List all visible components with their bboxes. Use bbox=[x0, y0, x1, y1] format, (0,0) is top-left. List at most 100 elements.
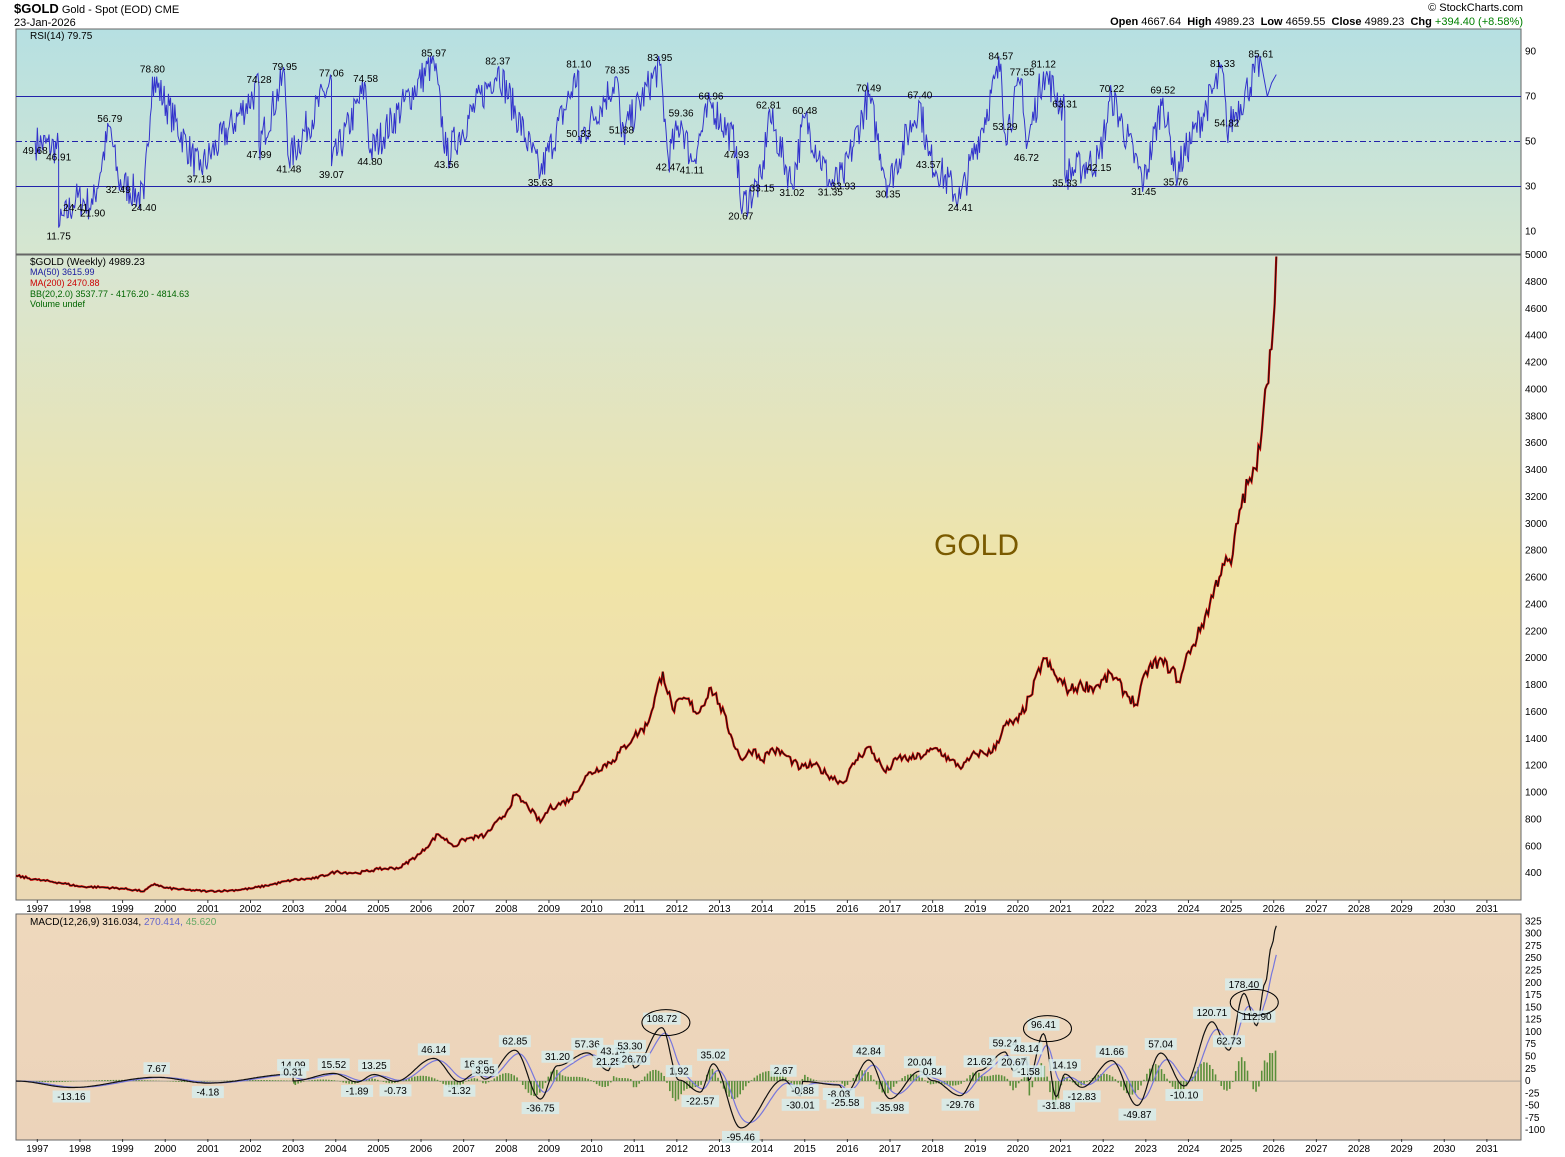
macd-histogram-bar bbox=[739, 1081, 742, 1095]
macd-label-bg bbox=[191, 1086, 224, 1099]
macd-histogram-bar bbox=[827, 1081, 829, 1082]
x-tick-label: 2014 bbox=[751, 1144, 774, 1155]
macd-histogram-bar bbox=[64, 1081, 66, 1082]
macd-histogram-bar bbox=[1003, 1076, 1006, 1082]
rsi-peak-label: 53.29 bbox=[993, 122, 1018, 133]
price-tick-label: 4800 bbox=[1525, 277, 1548, 288]
macd-histogram-bar bbox=[178, 1081, 180, 1082]
x-tick-label: 2007 bbox=[453, 1144, 476, 1155]
macd-histogram-bar bbox=[1231, 1081, 1234, 1083]
macd-tick-label: 300 bbox=[1525, 929, 1542, 940]
macd-histogram-bar bbox=[1114, 1079, 1117, 1082]
macd-histogram-bar bbox=[575, 1076, 578, 1082]
macd-histogram-bar bbox=[249, 1080, 251, 1082]
macd-histogram-bar bbox=[138, 1080, 140, 1082]
macd-histogram-bar bbox=[1017, 1081, 1020, 1084]
macd-peak-label: -12.83 bbox=[1068, 1092, 1097, 1103]
macd-label-bg bbox=[697, 1048, 730, 1061]
macd-histogram-bar bbox=[476, 1078, 479, 1082]
macd-histogram-bar bbox=[263, 1080, 265, 1082]
price-line bbox=[15, 256, 1277, 893]
macd-peak-label: -1.89 bbox=[346, 1086, 369, 1097]
macd-label-bg bbox=[852, 1044, 885, 1057]
macd-panel-bg bbox=[15, 913, 1522, 1141]
macd-histogram-bar bbox=[767, 1071, 770, 1082]
macd-label-bg bbox=[871, 1101, 909, 1114]
macd-histogram-bar bbox=[980, 1075, 983, 1082]
macd-peak-label: -36.75 bbox=[526, 1104, 555, 1115]
macd-histogram-bar bbox=[311, 1080, 313, 1082]
macd-histogram-bar bbox=[601, 1081, 604, 1087]
macd-histogram-bar bbox=[657, 1070, 660, 1082]
instrument-name: Gold - Spot (EOD) bbox=[61, 4, 152, 16]
x-tick-label: 1998 bbox=[69, 1144, 92, 1155]
x-tick-label: 2023 bbox=[1135, 1144, 1158, 1155]
macd-histogram-bar bbox=[747, 1081, 750, 1084]
macd-label-bg bbox=[1193, 1006, 1231, 1019]
macd-histogram-bar bbox=[660, 1072, 663, 1082]
macd-histogram-bar bbox=[1054, 1081, 1057, 1107]
macd-histogram-bar bbox=[607, 1081, 609, 1087]
macd-histogram-bar bbox=[1211, 1068, 1214, 1082]
macd-histogram-bar bbox=[867, 1072, 869, 1082]
x-tick-label: 1998 bbox=[69, 904, 92, 915]
price-tick-label: 3600 bbox=[1525, 438, 1548, 449]
chg-label: Chg bbox=[1410, 16, 1432, 28]
macd-histogram-bar bbox=[830, 1081, 832, 1082]
macd-label-bg bbox=[471, 1064, 499, 1077]
macd-histogram-bar bbox=[92, 1080, 95, 1082]
legend-price: $GOLD (Weekly) 4989.23 bbox=[30, 257, 145, 268]
macd-label-bg bbox=[521, 1102, 560, 1115]
macd-peak-label: 13.25 bbox=[362, 1061, 387, 1072]
brand-label[interactable]: © StockCharts.com bbox=[1428, 2, 1523, 14]
x-tick-label: 2013 bbox=[708, 904, 731, 915]
macd-histogram-bar bbox=[627, 1078, 629, 1082]
macd-histogram-bar bbox=[316, 1079, 319, 1082]
macd-histogram-bar bbox=[41, 1081, 44, 1083]
macd-histogram-bar bbox=[733, 1081, 736, 1099]
macd-histogram-bar bbox=[448, 1081, 450, 1088]
rsi-tick-label: 70 bbox=[1525, 92, 1537, 103]
x-tick-label: 2016 bbox=[836, 1144, 859, 1155]
chart-header-left: $GOLD Gold - Spot (EOD) CME 23-Jan-2026 bbox=[14, 2, 179, 30]
macd-histogram-bar bbox=[1182, 1081, 1185, 1090]
macd-histogram-bar bbox=[1103, 1073, 1105, 1082]
macd-histogram-bar bbox=[995, 1074, 997, 1082]
macd-tick-label: 250 bbox=[1525, 953, 1542, 964]
macd-histogram-bar bbox=[1071, 1081, 1074, 1083]
rsi-peak-label: 47.99 bbox=[247, 150, 272, 161]
macd-label-bg bbox=[786, 1084, 819, 1097]
x-tick-label: 2003 bbox=[282, 1144, 305, 1155]
macd-label-bg bbox=[52, 1090, 91, 1103]
macd-histogram-bar bbox=[1106, 1074, 1108, 1082]
close-value: 4989.23 bbox=[1364, 16, 1405, 28]
macd-label-bg bbox=[1095, 1045, 1128, 1058]
chart-date: 23-Jan-2026 bbox=[14, 17, 76, 29]
macd-histogram-bar bbox=[325, 1079, 327, 1082]
macd-histogram-bar bbox=[1125, 1081, 1128, 1094]
macd-histogram-bar bbox=[183, 1081, 186, 1083]
macd-histogram-bar bbox=[52, 1081, 55, 1083]
macd-peak-label: 3.95 bbox=[475, 1066, 495, 1077]
macd-histogram-bar bbox=[756, 1075, 759, 1082]
x-tick-label: 2025 bbox=[1220, 1144, 1243, 1155]
macd-histogram-bar bbox=[849, 1081, 852, 1082]
x-tick-label: 2012 bbox=[666, 1144, 689, 1155]
macd-tick-label: 150 bbox=[1525, 1002, 1542, 1013]
macd-histogram-bar bbox=[38, 1081, 41, 1082]
macd-histogram-bar bbox=[717, 1077, 719, 1082]
macd-histogram-bar bbox=[254, 1080, 257, 1082]
rsi-peak-label: 24.40 bbox=[131, 203, 156, 214]
macd-histogram-bar bbox=[106, 1080, 109, 1082]
high-label: High bbox=[1187, 16, 1212, 28]
macd-peak-label: -95.46 bbox=[727, 1132, 756, 1143]
macd-histogram-bar bbox=[345, 1081, 347, 1084]
x-tick-label: 2001 bbox=[197, 904, 220, 915]
macd-histogram-bar bbox=[764, 1071, 767, 1082]
x-tick-label: 2002 bbox=[239, 904, 262, 915]
macd-histogram-bar bbox=[470, 1078, 473, 1082]
macd-histogram-bar bbox=[1057, 1081, 1060, 1099]
macd-histogram-bar bbox=[736, 1081, 739, 1098]
x-tick-label: 2015 bbox=[794, 904, 817, 915]
